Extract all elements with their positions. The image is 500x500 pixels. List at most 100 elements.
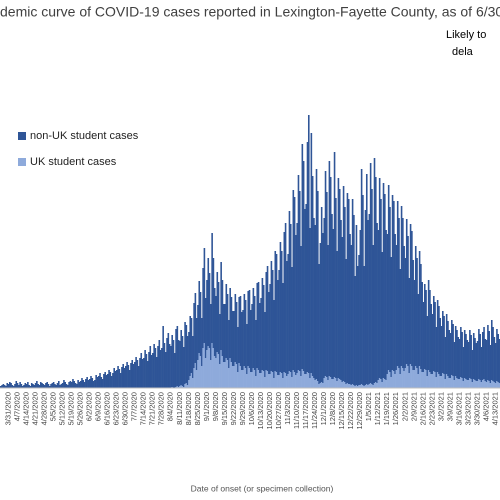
bar-segment — [100, 377, 103, 388]
bar-segment — [233, 366, 235, 388]
bar-segment — [400, 206, 403, 366]
bar-segment — [213, 288, 216, 356]
bar-segment — [340, 220, 342, 380]
bar-segment — [461, 378, 463, 388]
legend-label: non-UK student cases — [30, 130, 139, 142]
bar-segment — [140, 353, 143, 388]
bar-segment — [155, 357, 158, 388]
bar-segment — [128, 370, 131, 388]
bar-segment — [384, 379, 386, 388]
bar-segment — [317, 381, 319, 388]
bar-segment — [121, 367, 123, 388]
bar-segment — [476, 381, 479, 388]
bar-segment — [136, 360, 139, 388]
bar-segment — [201, 366, 203, 388]
bar-segment — [411, 366, 413, 388]
bar-segment — [382, 183, 385, 378]
bar-segment — [444, 337, 447, 379]
bar-segment — [87, 380, 90, 388]
bar-segment — [407, 366, 409, 388]
bar-segment — [381, 382, 384, 388]
bar-segment — [21, 386, 24, 388]
x-tick-label: 5/5/2020 — [48, 392, 57, 421]
bar-segment — [14, 384, 16, 388]
bar-segment — [407, 236, 409, 366]
bar-segment — [354, 386, 356, 388]
bar-segment — [88, 379, 91, 388]
bar-segment — [432, 371, 435, 388]
bar-segment — [213, 356, 216, 388]
x-tick-label: 1/19/2021 — [382, 392, 391, 425]
bar-segment — [252, 288, 255, 368]
bar-segment — [65, 384, 68, 388]
bar-segment — [385, 380, 387, 388]
bar-segment — [480, 382, 483, 388]
bar-segment — [300, 376, 302, 388]
bar-segment — [194, 363, 197, 388]
bar-segment — [338, 189, 341, 379]
bar-segment — [295, 375, 297, 388]
bar-segment — [404, 258, 407, 368]
bar-segment — [184, 384, 186, 388]
bar-segment — [255, 376, 257, 388]
bar-segment — [219, 364, 221, 388]
x-tick-label: 11/3/2020 — [283, 392, 292, 425]
bar-segment — [192, 336, 194, 378]
bar-segment — [193, 303, 195, 368]
bar-segment — [264, 377, 266, 388]
bar-segment — [182, 347, 185, 387]
bar-segment — [104, 372, 106, 388]
bar-segment — [375, 177, 377, 382]
bar-segment — [449, 378, 452, 388]
chart-title: demic curve of COVID-19 cases reported i… — [0, 4, 500, 20]
bar-segment — [483, 379, 485, 388]
bar-segment — [265, 370, 268, 388]
bar-segment — [292, 370, 295, 388]
bar-segment — [283, 232, 286, 372]
bar-segment — [399, 269, 402, 374]
bar-segment — [470, 335, 472, 379]
bar-segment — [470, 379, 472, 388]
bar-segment — [159, 350, 162, 388]
bar-segment — [418, 366, 421, 388]
bar-segment — [168, 344, 171, 388]
bar-segment — [238, 297, 240, 363]
bar-segment — [283, 372, 286, 388]
bar-segment — [208, 348, 211, 388]
bar-segment — [176, 326, 179, 386]
bar-segment — [423, 284, 426, 369]
bar-segment — [119, 373, 122, 388]
bar-segment — [202, 268, 204, 348]
bar-segment — [36, 381, 38, 388]
bar-segment — [264, 312, 266, 377]
bar-segment — [229, 288, 231, 358]
bar-segment — [311, 376, 314, 388]
bar-segment — [498, 383, 500, 388]
bar-segment — [70, 382, 73, 388]
bar-segment — [386, 374, 389, 388]
x-axis-title: Date of onset (or specimen collection) — [191, 483, 334, 493]
bar-segment — [344, 207, 346, 382]
bar-segment — [333, 377, 336, 388]
bar-segment — [288, 211, 291, 371]
x-tick-label: 3/16/2021 — [454, 392, 463, 425]
bar-segment — [416, 368, 418, 388]
bar-segment — [127, 365, 130, 388]
bar-segment — [375, 382, 377, 388]
bar-segment — [287, 374, 289, 388]
bar-segment — [456, 330, 458, 378]
bar-segment — [139, 358, 141, 388]
bar-segment — [23, 385, 25, 388]
bar-segment — [202, 348, 204, 388]
bar-segment — [364, 210, 367, 385]
bar-segment — [480, 347, 483, 382]
bar-segment — [34, 383, 37, 388]
bar-segment — [301, 369, 304, 388]
bar-segment — [55, 385, 58, 388]
bar-segment — [306, 142, 309, 372]
bar-segment — [319, 243, 322, 383]
bar-segment — [492, 381, 494, 388]
bar-segment — [320, 382, 323, 388]
bar-segment — [313, 218, 315, 378]
